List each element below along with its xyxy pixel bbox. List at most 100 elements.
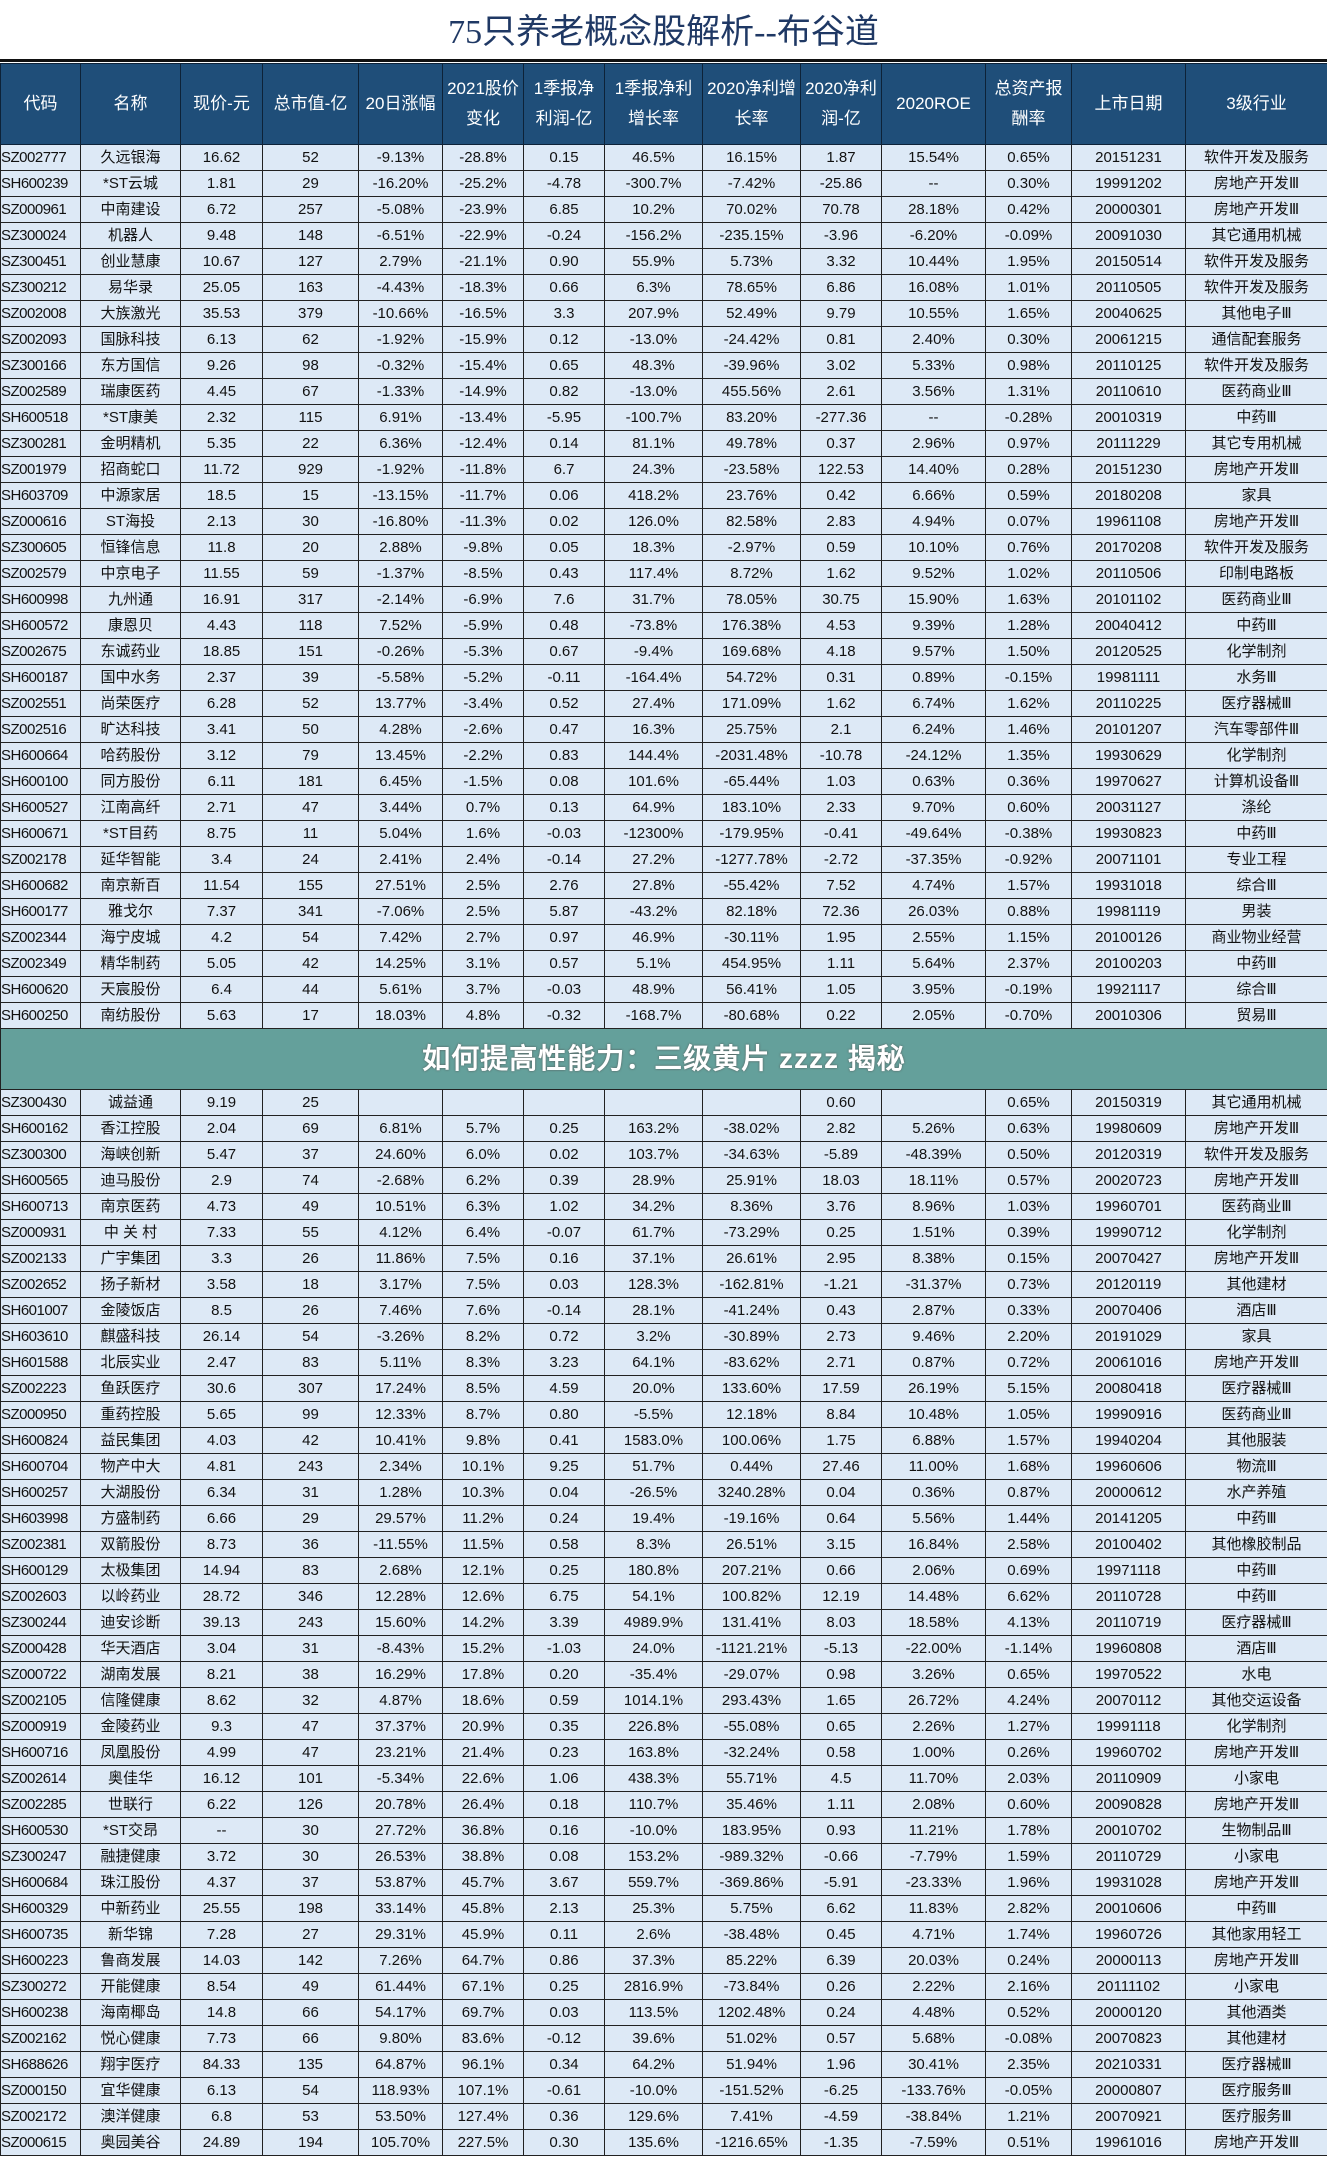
table-row: SZ002579 中京电子 11.55 59 -1.37% -8.5% 0.43 117.4%… [0, 560, 1327, 587]
cell-name: 鲁商发展 [80, 1947, 181, 1974]
cell-roe-2020: 2.55% [881, 924, 986, 951]
table-row: SZ300212 易华录 25.05 163 -4.43% -18.3% 0.66 6.3% 7… [0, 274, 1327, 301]
cell-listing-date: 20040625 [1071, 300, 1186, 327]
cell-profit-growth-2020: 25.75% [702, 716, 801, 743]
table-row: SZ300430 诚益通 9.19 25 0.60 0.65% 20150319 其它通用机械 [0, 1089, 1327, 1116]
cell-code: SZ300605 [0, 534, 81, 561]
cell-roe-2020: -24.12% [881, 742, 986, 769]
cell-q1-profit-growth: -9.4% [604, 638, 703, 665]
cell-q1-profit-growth: 31.7% [604, 586, 703, 613]
cell-industry: 房地产开发Ⅲ [1185, 196, 1327, 223]
cell-change-20d: 27.51% [358, 872, 443, 899]
cell-profit-2020: 0.26 [800, 1973, 882, 2000]
cell-roe-2020: 2.87% [881, 1297, 986, 1324]
cell-name: 南京新百 [80, 872, 181, 899]
cell-name: 国脉科技 [80, 326, 181, 353]
cell-market-cap: 29 [262, 170, 359, 197]
cell-roa: 1.21% [985, 2103, 1072, 2130]
cell-listing-date: 20070823 [1071, 2025, 1186, 2052]
cell-price: 14.8 [180, 1999, 263, 2026]
table-row: SH600129 太极集团 14.94 83 2.68% 12.1% 0.25 180.8% 2… [0, 1557, 1327, 1584]
cell-code: SZ300166 [0, 352, 81, 379]
cell-q1-profit: 0.16 [523, 1245, 605, 1272]
cell-profit-2020: 0.24 [800, 1999, 882, 2026]
cell-industry: 医疗器械Ⅲ [1185, 1609, 1327, 1636]
cell-market-cap: 26 [262, 1245, 359, 1272]
cell-change-20d: 54.17% [358, 1999, 443, 2026]
cell-q1-profit: -0.07 [523, 1219, 605, 1246]
cell-change-20d: 5.11% [358, 1349, 443, 1376]
cell-industry: 化学制剂 [1185, 742, 1327, 769]
cell-profit-2020: 12.19 [800, 1583, 882, 1610]
cell-change-20d: 7.46% [358, 1297, 443, 1324]
cell-profit-growth-2020: -55.42% [702, 872, 801, 899]
cell-q1-profit-growth: 1583.0% [604, 1427, 703, 1454]
cell-q1-profit: -0.24 [523, 222, 605, 249]
cell-code: SH600682 [0, 872, 81, 899]
cell-q1-profit: 0.18 [523, 1791, 605, 1818]
cell-q1-profit: 0.82 [523, 378, 605, 405]
cell-name: 康恩贝 [80, 612, 181, 639]
cell-name: 重药控股 [80, 1401, 181, 1428]
cell-change-20d: 15.60% [358, 1609, 443, 1636]
cell-listing-date: 20010606 [1071, 1895, 1186, 1922]
cell-roe-2020: 18.58% [881, 1609, 986, 1636]
cell-q1-profit-growth: -164.4% [604, 664, 703, 691]
table-row: SH600735 新华锦 7.28 27 29.31% 45.9% 0.11 2.6% -38.… [0, 1921, 1327, 1948]
cell-q1-profit: 6.85 [523, 196, 605, 223]
cell-change-2021: 7.6% [442, 1297, 524, 1324]
cell-price: 3.4 [180, 846, 263, 873]
cell-change-20d: 118.93% [358, 2077, 443, 2104]
cell-roe-2020: 30.41% [881, 2051, 986, 2078]
cell-price: 6.8 [180, 2103, 263, 2130]
cell-change-2021: 45.9% [442, 1921, 524, 1948]
cell-roa: 1.78% [985, 1817, 1072, 1844]
cell-listing-date: 20010702 [1071, 1817, 1186, 1844]
cell-profit-growth-2020: 23.76% [702, 482, 801, 509]
cell-profit-2020: 2.95 [800, 1245, 882, 1272]
cell-change-20d: 3.17% [358, 1271, 443, 1298]
column-header-listing-date: 上市日期 [1071, 63, 1186, 145]
cell-change-20d: -2.14% [358, 586, 443, 613]
cell-roa: 2.37% [985, 950, 1072, 977]
cell-roa: 0.57% [985, 1167, 1072, 1194]
cell-change-2021: 20.9% [442, 1713, 524, 1740]
cell-industry: 男装 [1185, 898, 1327, 925]
cell-code: SZ002344 [0, 924, 81, 951]
cell-market-cap: 11 [262, 820, 359, 847]
cell-listing-date: 19960701 [1071, 1193, 1186, 1220]
cell-change-2021: 6.3% [442, 1193, 524, 1220]
cell-profit-2020: 6.86 [800, 274, 882, 301]
cell-roe-2020: -37.35% [881, 846, 986, 873]
cell-profit-2020: 0.25 [800, 1219, 882, 1246]
cell-market-cap: 379 [262, 300, 359, 327]
cell-change-2021: 8.7% [442, 1401, 524, 1428]
cell-market-cap: 39 [262, 664, 359, 691]
cell-roa: 0.60% [985, 794, 1072, 821]
cell-change-20d: 2.88% [358, 534, 443, 561]
cell-price: 30.6 [180, 1375, 263, 1402]
cell-q1-profit-growth: -13.0% [604, 326, 703, 353]
cell-code: SH600572 [0, 612, 81, 639]
cell-change-20d: 53.50% [358, 2103, 443, 2130]
cell-market-cap: 29 [262, 1505, 359, 1532]
cell-code: SH600223 [0, 1947, 81, 1974]
cell-change-20d: -5.58% [358, 664, 443, 691]
cell-q1-profit: 0.80 [523, 1401, 605, 1428]
cell-name: 金陵药业 [80, 1713, 181, 1740]
cell-name: 尚荣医疗 [80, 690, 181, 717]
cell-change-20d: 10.41% [358, 1427, 443, 1454]
cell-price: 3.72 [180, 1843, 263, 1870]
cell-change-20d: 24.60% [358, 1141, 443, 1168]
cell-name: 迪安诊断 [80, 1609, 181, 1636]
cell-change-2021: -13.4% [442, 404, 524, 431]
table-row: SZ002172 澳洋健康 6.8 53 53.50% 127.4% 0.36 129.6% 7… [0, 2103, 1327, 2130]
cell-q1-profit-growth: 24.0% [604, 1635, 703, 1662]
cell-listing-date: 20101207 [1071, 716, 1186, 743]
cell-name: 大湖股份 [80, 1479, 181, 1506]
cell-q1-profit: -4.78 [523, 170, 605, 197]
cell-price: 9.19 [180, 1089, 263, 1116]
cell-change-2021: 21.4% [442, 1739, 524, 1766]
cell-q1-profit-growth: -35.4% [604, 1661, 703, 1688]
cell-code: SH603610 [0, 1323, 81, 1350]
